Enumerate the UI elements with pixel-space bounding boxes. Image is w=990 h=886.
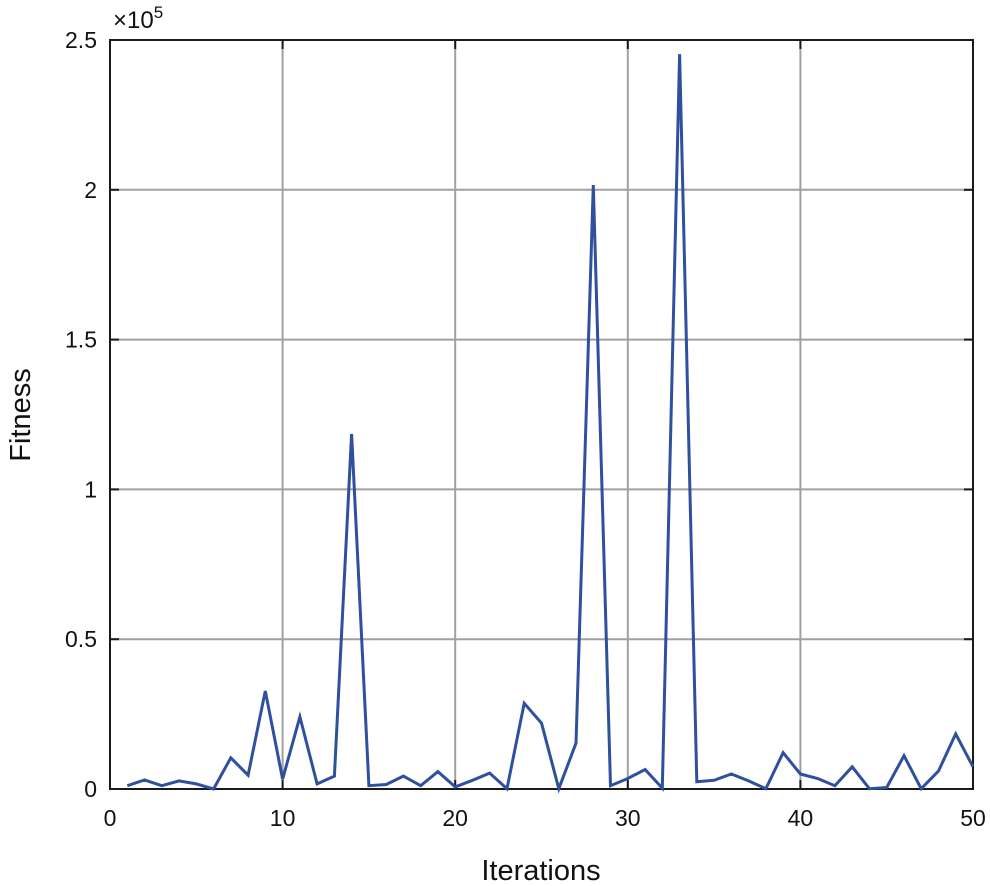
x-tick-label: 30	[615, 805, 641, 831]
plot-area-frame	[109, 39, 974, 790]
x-tick-label: 20	[442, 805, 468, 831]
x-tick-label: 50	[960, 805, 986, 831]
y-tick-label: 0.5	[65, 626, 97, 652]
x-axis-tick-labels: 0 10 20 30 40 50	[104, 805, 986, 831]
y-axis-tick-labels: 0 0.5 1 1.5 2 2.5	[65, 27, 97, 802]
x-tick-label: 10	[270, 805, 296, 831]
y-tick-label: 1	[84, 476, 97, 502]
gridlines	[110, 40, 973, 789]
x-tick-label: 0	[104, 805, 117, 831]
y-axis-label: Fitness	[5, 368, 37, 461]
fitness-series-line	[126, 54, 975, 794]
y-tick-label: 2.5	[65, 27, 97, 53]
x-tick-label: 40	[788, 805, 814, 831]
y-axis-exponent-label: ×105	[113, 3, 163, 34]
y-tick-label: 1.5	[65, 327, 97, 353]
y-tick-label: 2	[84, 177, 97, 203]
x-axis-label: Iterations	[481, 855, 600, 886]
y-tick-label: 0	[84, 776, 97, 802]
